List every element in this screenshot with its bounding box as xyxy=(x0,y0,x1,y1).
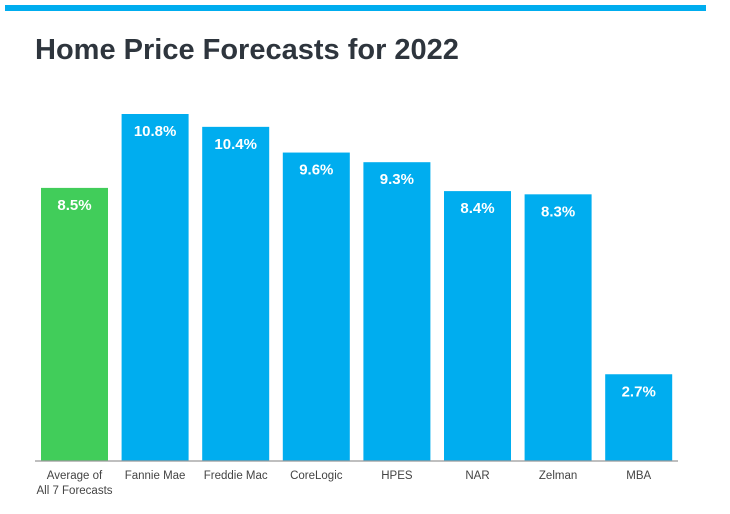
bar xyxy=(41,187,108,462)
x-tick-label: Fannie Mae xyxy=(125,470,186,482)
bar xyxy=(524,194,592,461)
data-label: 8.4% xyxy=(460,200,494,217)
x-tick-label: All 7 Forecasts xyxy=(36,485,112,497)
x-tick-label: NAR xyxy=(465,470,489,482)
x-tick-label: CoreLogic xyxy=(290,470,343,482)
bar xyxy=(444,191,511,461)
data-label: 8.3% xyxy=(541,203,575,220)
x-tick-label: Freddie Mac xyxy=(204,470,268,482)
data-label: 2.7% xyxy=(622,383,656,400)
bar xyxy=(363,162,431,461)
data-label: 9.6% xyxy=(299,162,333,179)
bar xyxy=(282,152,350,462)
data-label: 10.8% xyxy=(134,123,177,140)
data-label: 9.3% xyxy=(380,171,414,188)
bar xyxy=(605,374,673,461)
x-tick-label: HPES xyxy=(381,470,413,482)
data-label: 10.4% xyxy=(214,136,257,153)
bar xyxy=(202,126,270,461)
x-tick-label: Zelman xyxy=(539,470,577,482)
chart-title: Home Price Forecasts for 2022 xyxy=(35,34,459,66)
x-tick-label: Average of xyxy=(47,470,103,482)
data-label: 8.5% xyxy=(57,197,91,214)
bar xyxy=(121,114,189,461)
top-accent-bar xyxy=(5,5,706,11)
x-tick-label: MBA xyxy=(626,470,651,482)
